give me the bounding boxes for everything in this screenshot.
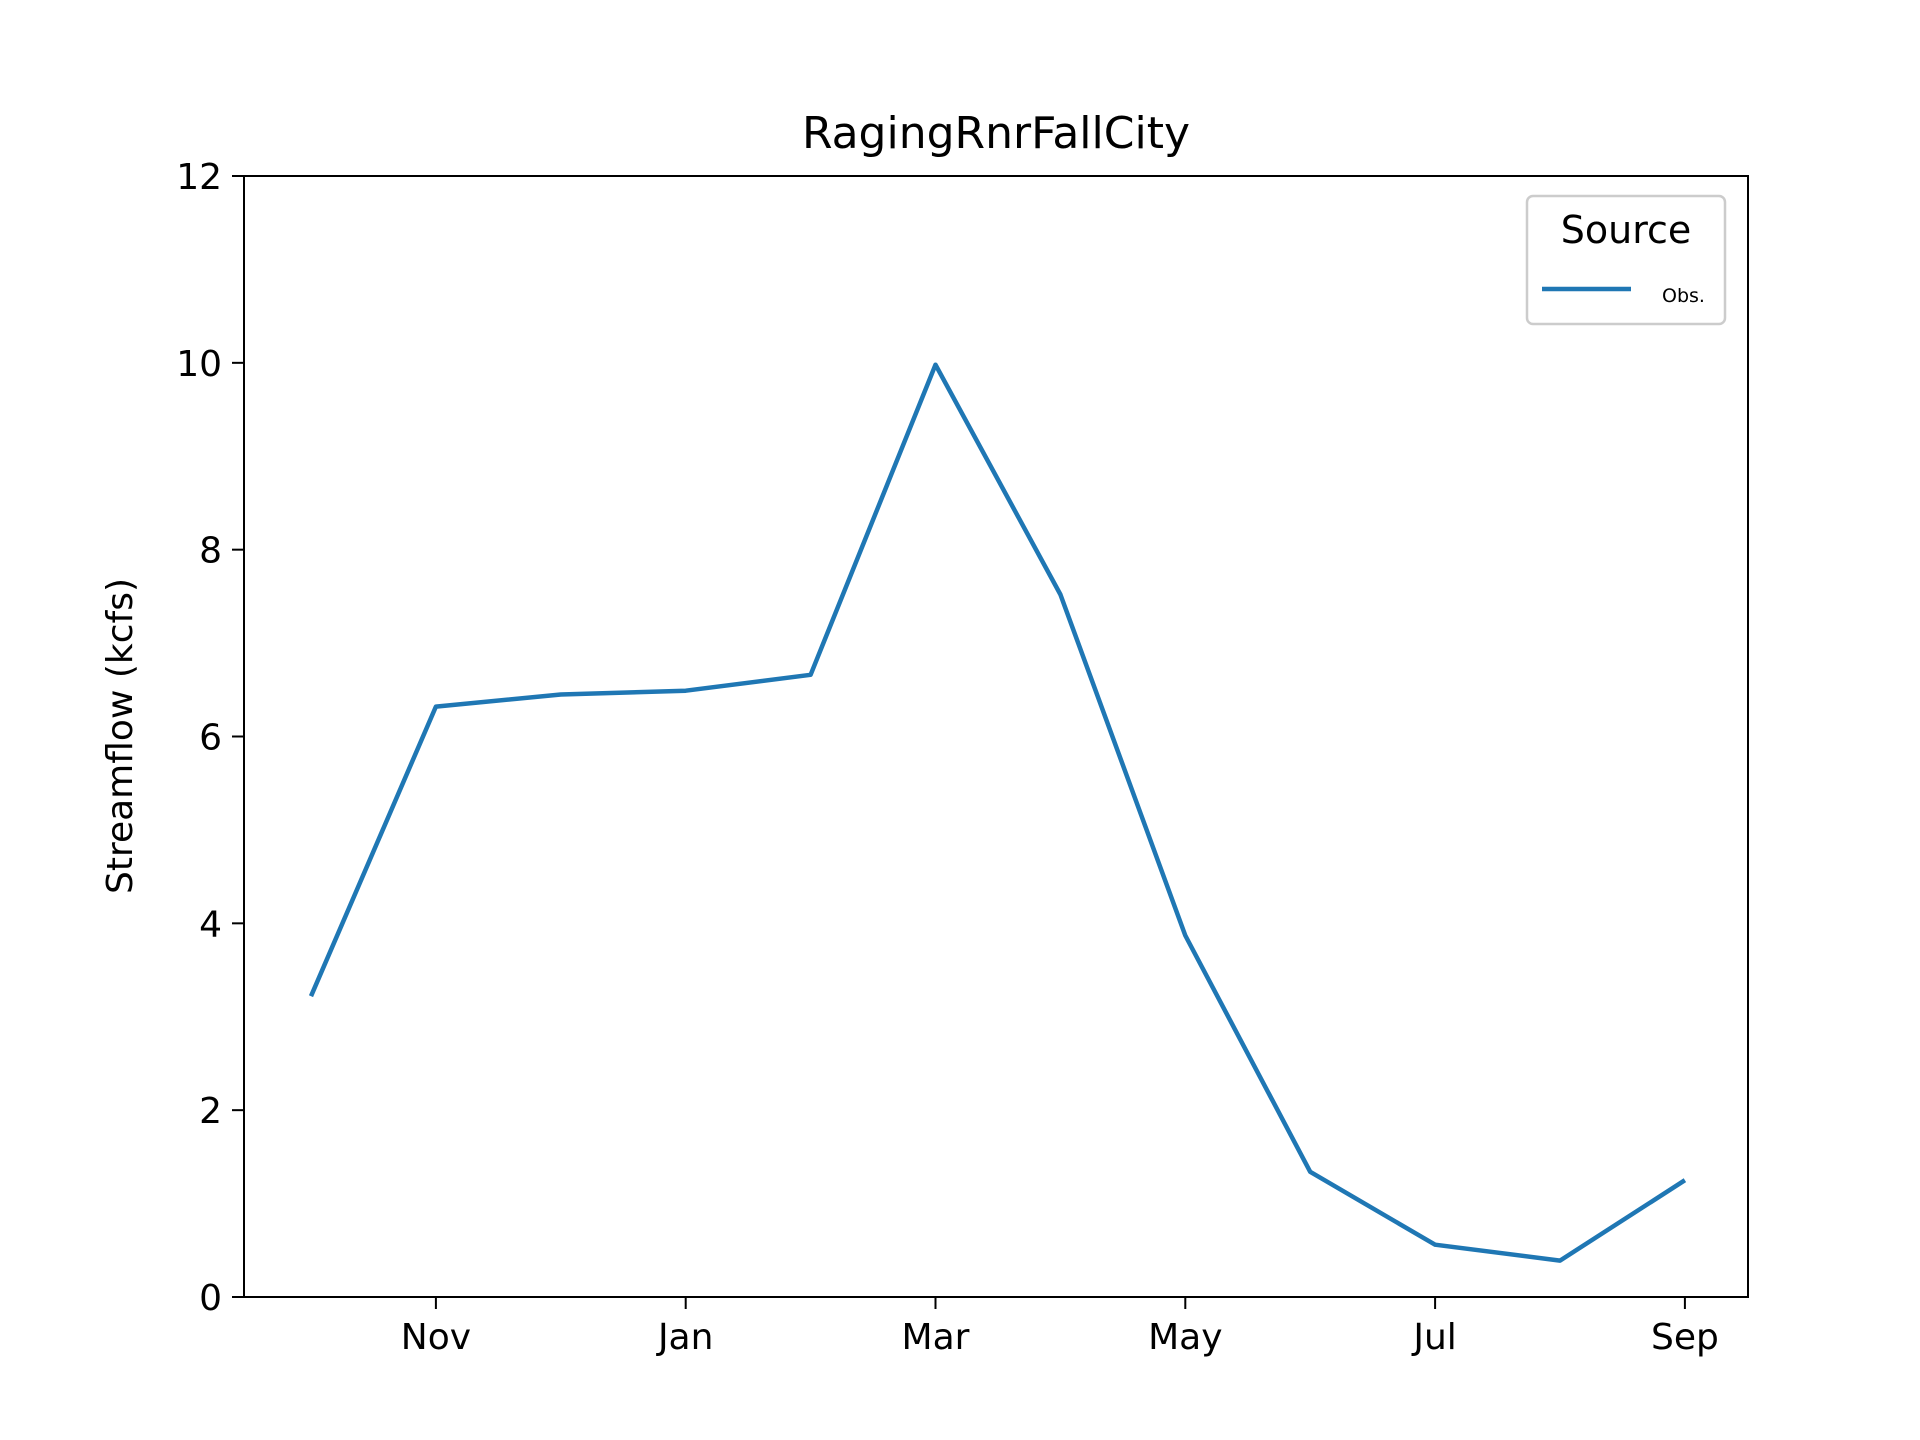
legend-label-obs: Obs. bbox=[1662, 285, 1705, 307]
x-axis: Nov Jan Mar May Jul Sep bbox=[401, 1297, 1719, 1358]
plot-frame bbox=[243, 175, 1749, 1298]
x-tick-label: Sep bbox=[1651, 1317, 1719, 1358]
x-tick-label: Jan bbox=[656, 1317, 714, 1358]
y-tick-label: 10 bbox=[176, 344, 222, 385]
y-axis: 0 2 4 6 8 10 12 bbox=[176, 157, 244, 1319]
y-tick-label: 12 bbox=[176, 157, 222, 198]
x-tick-label: May bbox=[1148, 1317, 1222, 1358]
y-tick-label: 0 bbox=[199, 1278, 222, 1319]
x-tick-label: Nov bbox=[401, 1317, 471, 1358]
y-tick-label: 6 bbox=[199, 718, 222, 759]
y-tick-label: 2 bbox=[199, 1091, 222, 1132]
legend-box bbox=[1525, 194, 1727, 326]
plot-background bbox=[244, 176, 1748, 1297]
legend-title: Source bbox=[1561, 208, 1692, 252]
series-layer bbox=[308, 362, 1687, 1263]
chart-title: RagingRnrFallCity bbox=[802, 108, 1190, 159]
y-tick-label: 4 bbox=[199, 904, 222, 945]
legend: Source Obs. bbox=[1525, 194, 1727, 326]
y-tick-label: 8 bbox=[199, 531, 222, 572]
x-tick-label: Mar bbox=[902, 1317, 970, 1358]
y-axis-label: Streamflow (kcfs) bbox=[100, 578, 141, 894]
x-tick-label: Jul bbox=[1411, 1317, 1456, 1358]
series-line-obs bbox=[308, 362, 1687, 1263]
